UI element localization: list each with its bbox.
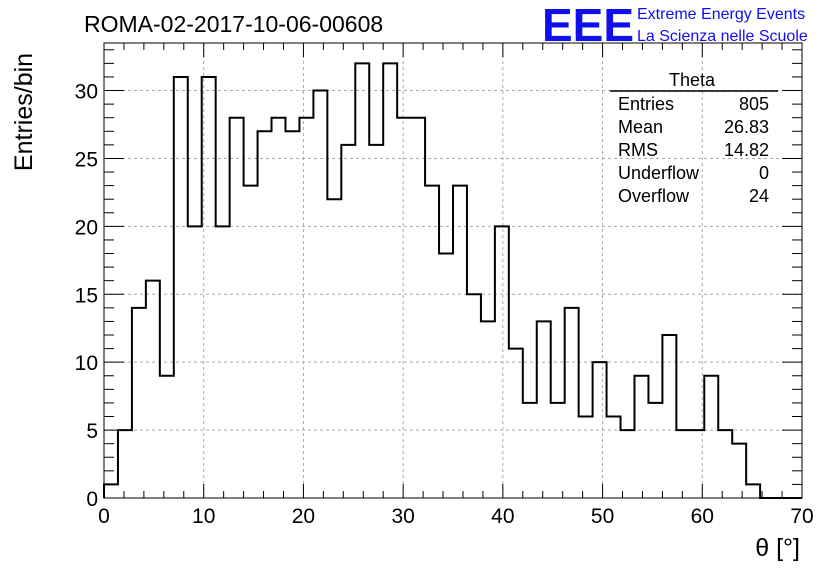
histogram-bin — [453, 186, 467, 498]
histogram-bin — [160, 376, 174, 498]
y-tick-label: 10 — [75, 352, 98, 375]
x-tick-label: 10 — [192, 505, 215, 528]
histogram-bin — [467, 294, 481, 498]
stats-value: 0 — [759, 163, 769, 183]
y-tick-label: 25 — [75, 148, 98, 171]
histogram-bin — [746, 484, 760, 498]
histogram-bin — [104, 484, 118, 498]
stats-value: 14.82 — [724, 140, 769, 160]
logo-line-1: Extreme Energy Events — [637, 6, 805, 23]
stats-value: 24 — [749, 186, 769, 206]
histogram-bin — [174, 77, 188, 498]
histogram-bin — [425, 186, 439, 498]
histogram-bin — [230, 118, 244, 498]
histogram-bin — [551, 403, 565, 498]
y-tick-label: 30 — [75, 81, 98, 104]
histogram-bin — [607, 417, 621, 498]
histogram-outline — [103, 62, 802, 499]
histogram-bin — [216, 226, 230, 498]
histogram-bin — [341, 145, 355, 498]
histogram-bin — [397, 118, 411, 498]
stats-label: Entries — [618, 94, 674, 114]
x-axis-title: θ [°] — [755, 534, 800, 562]
histogram-bin — [411, 118, 425, 498]
plot-frame — [103, 42, 803, 499]
x-tick-label: 70 — [790, 505, 813, 528]
x-tick-label: 50 — [591, 505, 614, 528]
histogram-bin — [258, 131, 272, 498]
histogram-bin — [579, 417, 593, 498]
stats-title: Theta — [669, 70, 716, 90]
stats-rows: Entries 805 Mean 26.83 RMS 14.82 Underflow 0 Ove… — [618, 94, 769, 206]
x-tick-label: 30 — [391, 505, 414, 528]
histogram-bin — [648, 403, 662, 498]
histogram-bin — [285, 131, 299, 498]
histogram-bin — [621, 430, 635, 498]
histogram-bin — [132, 308, 146, 498]
tick-labels: 0 10 20 30 40 50 60 70 0 5 10 15 20 25 30 — [75, 81, 814, 528]
histogram-bin — [146, 281, 160, 498]
histogram-bin — [537, 321, 551, 498]
stats-box: Theta Entries 805 Mean 26.83 RMS 14.82 Underfl… — [610, 70, 778, 206]
x-tick-label: 40 — [491, 505, 514, 528]
y-tick-label: 20 — [75, 216, 98, 239]
axis-ticks — [103, 43, 803, 499]
x-tick-label: 0 — [98, 505, 110, 528]
logo-line-2: La Scienza nelle Scuole — [637, 28, 808, 45]
y-tick-label: 0 — [86, 488, 98, 511]
histogram-bin — [383, 63, 397, 498]
eee-logo: EEE Extreme Energy Events La Scienza nel… — [542, 0, 808, 51]
histogram-bin — [509, 349, 523, 498]
x-tick-label: 60 — [691, 505, 714, 528]
y-tick-label: 15 — [75, 284, 98, 307]
histogram-bin — [732, 444, 746, 498]
histogram-bin — [369, 145, 383, 498]
histogram-bin — [676, 430, 690, 498]
histogram-bin — [439, 254, 453, 498]
x-tick-label: 20 — [292, 505, 315, 528]
run-title: ROMA-02-2017-10-06-00608 — [84, 11, 383, 37]
stats-label: Overflow — [618, 186, 690, 206]
histogram-bin — [299, 118, 313, 498]
stats-label: RMS — [618, 140, 658, 160]
histogram-bin — [118, 430, 132, 498]
stats-label: Underflow — [618, 163, 700, 183]
histogram-bin — [634, 376, 648, 498]
histogram-bin — [704, 376, 718, 498]
stats-label: Mean — [618, 117, 663, 137]
grid-lines — [104, 43, 802, 498]
histogram-bin — [327, 199, 341, 498]
histogram-bin — [355, 63, 369, 498]
histogram-step-line — [103, 62, 802, 499]
y-tick-label: 5 — [86, 420, 98, 443]
histogram-bin — [718, 430, 732, 498]
stats-value: 26.83 — [724, 117, 769, 137]
y-axis-title: Entries/bin — [10, 53, 38, 171]
stats-value: 805 — [739, 94, 769, 114]
histogram-bin — [272, 118, 286, 498]
histogram-bin — [244, 186, 258, 498]
histogram-bin — [565, 308, 579, 498]
histogram-bin — [523, 403, 537, 498]
histogram-bin — [662, 335, 676, 498]
histogram-bin — [481, 321, 495, 498]
